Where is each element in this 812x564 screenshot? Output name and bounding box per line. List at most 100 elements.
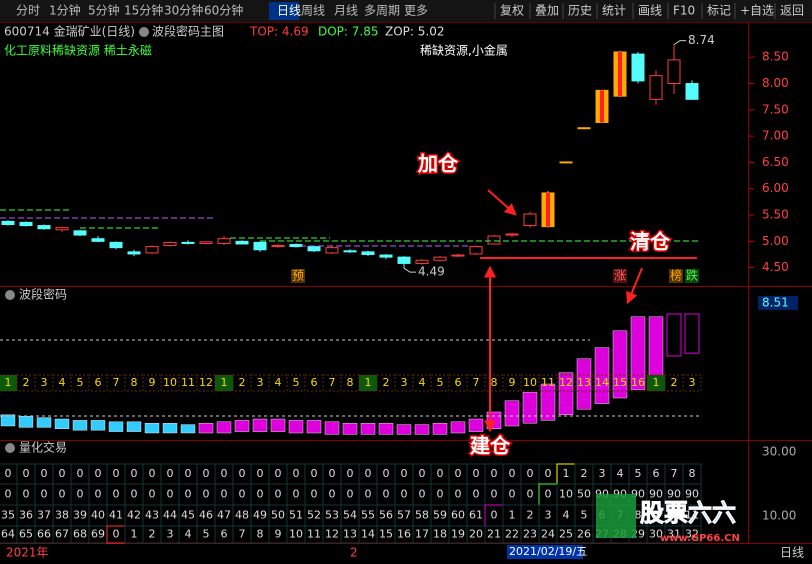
footer-month: 2 [350, 546, 358, 560]
count-label: 3 [257, 376, 264, 389]
count-label: 5 [293, 376, 300, 389]
table-value: 0 [545, 488, 552, 501]
table-value: 41 [109, 509, 123, 522]
toolbar-button[interactable]: 历史 [568, 4, 592, 18]
table-value: 10 [667, 509, 681, 522]
table-value: 0 [95, 467, 102, 480]
band-box [450, 421, 466, 434]
count-label: 9 [509, 376, 516, 389]
period-tab[interactable]: 1分钟 [49, 3, 81, 18]
table-value: 0 [365, 488, 372, 501]
toolbar-button[interactable]: 复权 [500, 4, 524, 18]
count-label: 12 [199, 376, 213, 389]
layer: 分时 1分钟 5分钟 15分钟 30分钟 60分钟 日线 周线 月线 多周期 更多 复权 叠加 历史 统计画… [0, 2, 804, 544]
footer-date: 2021/02/19/五 [509, 545, 587, 558]
table-value: 13 [343, 528, 357, 541]
table-value: 64 [1, 528, 15, 541]
candle-body [199, 241, 213, 244]
marker: 涨 [614, 268, 626, 283]
active-tab [269, 2, 299, 20]
candle-body [433, 256, 447, 261]
table-value: 52 [307, 509, 321, 522]
toolbar-button[interactable]: 画线 [638, 4, 662, 18]
count-label: 2 [671, 376, 678, 389]
period-tab[interactable]: 周线 [301, 4, 325, 18]
table-value: 0 [419, 488, 426, 501]
count-label: 3 [689, 376, 696, 389]
count-label: 11 [181, 376, 195, 389]
period-tab[interactable]: 60分钟 [204, 3, 243, 18]
table-value: 7 [239, 528, 246, 541]
y-tick-label: 4.50 [762, 260, 789, 274]
toolbar-button[interactable]: 返回 [780, 4, 804, 18]
band-box [360, 423, 376, 435]
y-tick-label: 7.00 [762, 129, 789, 143]
table-value: 60 [451, 509, 465, 522]
candle-body [109, 241, 123, 249]
band-box [270, 418, 286, 432]
period-tab[interactable]: 15分钟 [124, 3, 163, 18]
count-label: 5 [77, 376, 84, 389]
table-value: 0 [545, 467, 552, 480]
table-value: 36 [19, 509, 33, 522]
band-box [432, 423, 448, 435]
band-box [324, 421, 340, 435]
candle-body [469, 246, 483, 255]
table-value: 20 [469, 528, 483, 541]
y-tick-label: 10.00 [762, 509, 796, 523]
toolbar-button[interactable]: +自选 [740, 4, 774, 18]
toolbar-bg [0, 0, 812, 22]
value-box [758, 296, 798, 310]
table-value: 47 [217, 509, 231, 522]
band-box [288, 420, 304, 434]
toolbar-button[interactable]: F10 [673, 4, 695, 18]
candle-body [217, 238, 231, 244]
period-tab[interactable]: 更多 [404, 4, 428, 18]
low-label: 4.49 [418, 265, 445, 279]
band-box [396, 424, 412, 435]
table-value: 0 [257, 488, 264, 501]
table-value: 0 [293, 488, 300, 501]
footer-year: 2021年 [6, 546, 49, 560]
band-box [342, 423, 358, 435]
period-tab[interactable]: 5分钟 [88, 3, 120, 18]
period-tab[interactable]: 日线 [277, 4, 301, 18]
toolbar-button[interactable]: 叠加 [535, 4, 559, 18]
count-label: 4 [59, 376, 66, 389]
period-tab[interactable]: 月线 [334, 4, 358, 18]
table-value: 11 [685, 509, 699, 522]
period-tab[interactable]: 分时 [16, 4, 40, 18]
table-value: 48 [235, 509, 249, 522]
icon [139, 27, 149, 37]
band-box [612, 330, 628, 399]
toolbar-button[interactable]: 标记 [707, 4, 731, 18]
table-value: 0 [167, 488, 174, 501]
table-value: 1 [131, 528, 138, 541]
table-value: 65 [19, 528, 33, 541]
marker: 榜 [670, 268, 682, 283]
table-value: 9 [275, 528, 282, 541]
table-value: 37 [37, 509, 51, 522]
count-label: 6 [455, 376, 462, 389]
table-value: 0 [41, 467, 48, 480]
band-box [234, 420, 250, 432]
candle-body [235, 240, 249, 245]
table-cell [682, 525, 702, 544]
period-tab[interactable]: 30分钟 [164, 3, 203, 18]
table-value: 14 [361, 528, 375, 541]
period-tab[interactable]: 多周期 [364, 4, 400, 18]
table-value: 38 [55, 509, 69, 522]
candle-body [415, 259, 429, 264]
candle-body [577, 127, 591, 130]
table-value: 0 [185, 488, 192, 501]
table-value: 19 [451, 528, 465, 541]
table-value: 0 [329, 488, 336, 501]
indicator-name[interactable]: 波段密码主图 [152, 24, 224, 39]
toolbar-button[interactable]: 统计 [602, 4, 626, 18]
candle-body [397, 256, 411, 264]
table-value: 26 [577, 528, 591, 541]
table-value: 8 [257, 528, 264, 541]
logo [596, 494, 636, 538]
date-box [507, 545, 583, 559]
